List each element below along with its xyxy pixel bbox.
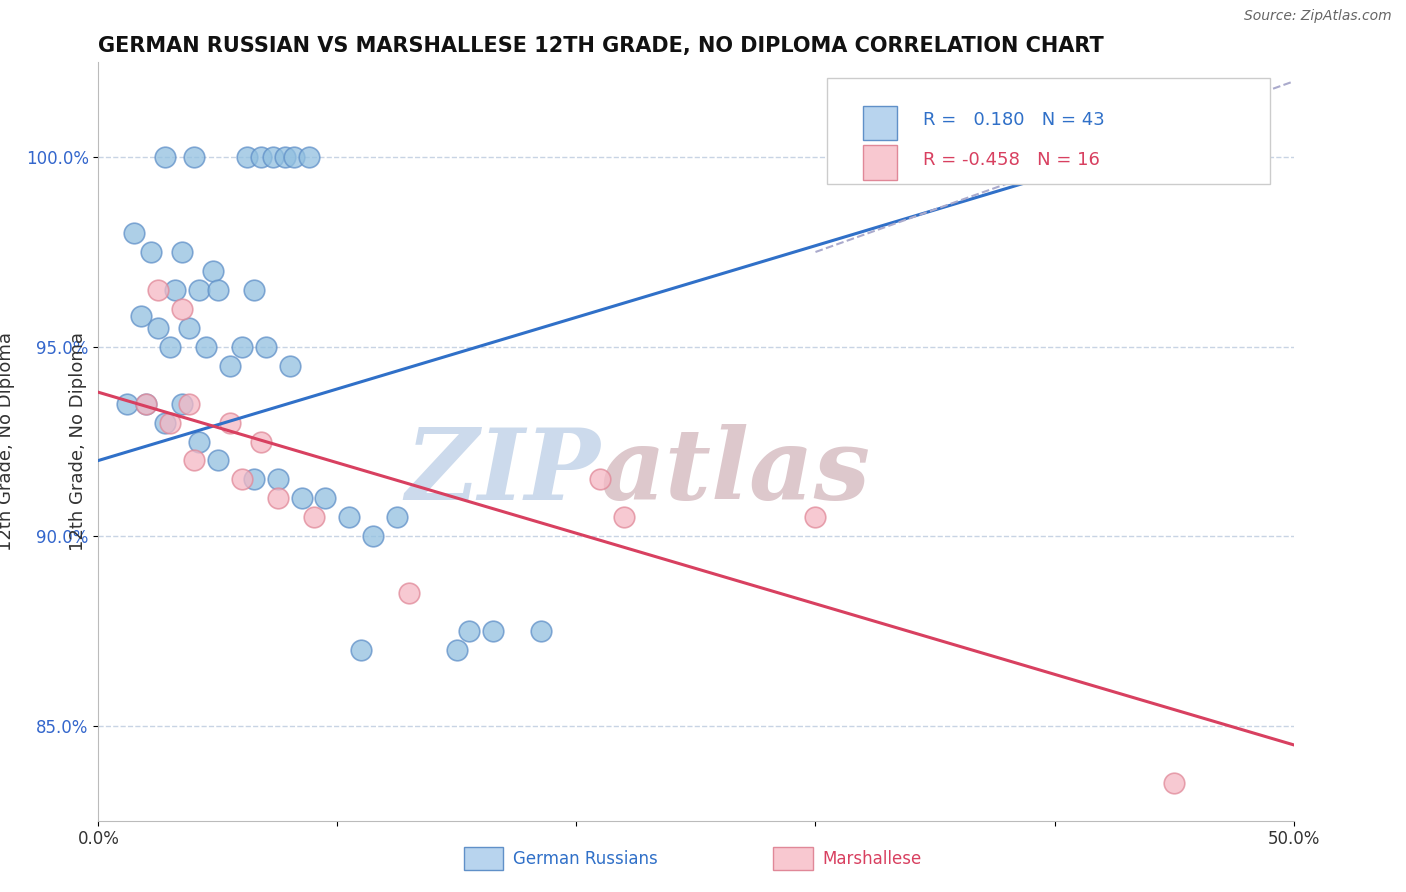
Point (207, 283, 229, 297)
Point (159, 416, 181, 430)
Point (231, 340, 253, 354)
FancyBboxPatch shape (863, 145, 897, 179)
Point (589, 472, 612, 486)
Point (262, 150, 284, 164)
Text: GERMAN RUSSIAN VS MARSHALLESE 12TH GRADE, NO DIPLOMA CORRELATION CHART: GERMAN RUSSIAN VS MARSHALLESE 12TH GRADE… (98, 36, 1104, 55)
Point (274, 150, 297, 164)
Point (298, 150, 321, 164)
Point (172, 396, 194, 410)
Point (804, 510, 827, 524)
Point (385, 510, 409, 524)
Point (219, 359, 242, 373)
Point (179, 320, 201, 334)
Point (172, 301, 194, 316)
Point (207, 453, 229, 467)
Point (155, 416, 177, 430)
Point (148, 320, 170, 334)
Point (250, 150, 273, 164)
Point (235, 150, 257, 164)
Y-axis label: 12th Grade, No Diploma: 12th Grade, No Diploma (0, 332, 14, 551)
Point (398, 586, 420, 600)
Point (187, 434, 209, 449)
Point (195, 340, 218, 354)
Point (363, 529, 385, 543)
Point (254, 340, 277, 354)
Point (302, 510, 325, 524)
Point (243, 283, 266, 297)
Point (458, 624, 481, 638)
Text: R =   0.180   N = 43: R = 0.180 N = 43 (922, 111, 1105, 128)
Point (530, 624, 553, 638)
Point (291, 491, 314, 506)
FancyBboxPatch shape (827, 78, 1270, 184)
Point (172, 244, 194, 259)
Point (231, 472, 253, 486)
Point (115, 396, 138, 410)
Point (278, 359, 301, 373)
Point (339, 510, 361, 524)
Point (135, 396, 157, 410)
Point (183, 453, 205, 467)
Point (183, 150, 205, 164)
Point (1163, 776, 1185, 790)
Text: R = -0.458   N = 16: R = -0.458 N = 16 (922, 151, 1099, 169)
Point (148, 283, 170, 297)
FancyBboxPatch shape (863, 106, 897, 140)
Point (250, 434, 273, 449)
Point (135, 396, 157, 410)
Y-axis label: 12th Grade, No Diploma: 12th Grade, No Diploma (69, 332, 87, 551)
Point (159, 340, 181, 354)
Point (124, 226, 146, 240)
Point (202, 264, 225, 278)
Point (219, 416, 242, 430)
Point (267, 472, 290, 486)
Text: German Russians: German Russians (513, 850, 658, 868)
Point (446, 643, 468, 657)
Point (131, 310, 153, 324)
Point (155, 150, 177, 164)
Point (187, 283, 209, 297)
Point (163, 283, 186, 297)
Text: Marshallese: Marshallese (823, 850, 922, 868)
Point (350, 643, 373, 657)
Text: atlas: atlas (600, 424, 870, 520)
Point (613, 510, 636, 524)
Point (139, 244, 162, 259)
Text: Source: ZipAtlas.com: Source: ZipAtlas.com (1244, 9, 1392, 23)
Point (283, 150, 305, 164)
Text: ZIP: ZIP (405, 424, 600, 520)
Point (482, 624, 505, 638)
Point (315, 491, 337, 506)
Point (267, 491, 290, 506)
Point (179, 396, 201, 410)
Point (243, 472, 266, 486)
